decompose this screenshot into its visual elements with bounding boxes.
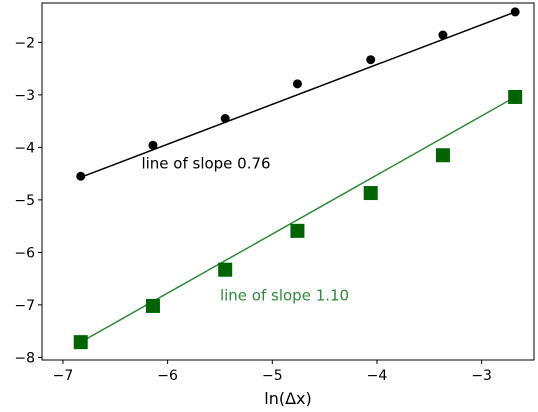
- x-axis-label: ln(Δx): [264, 389, 311, 408]
- fit-line: [80, 11, 516, 179]
- data-point: [290, 223, 305, 238]
- data-point: [435, 148, 450, 163]
- data-point: [292, 79, 302, 89]
- slope-annotation: line of slope 0.76: [141, 154, 270, 172]
- data-point: [76, 171, 86, 181]
- data-point: [218, 262, 233, 277]
- series-1: [76, 7, 520, 181]
- data-point: [363, 186, 378, 201]
- x-tick-label: −5: [262, 368, 283, 384]
- data-point: [145, 298, 160, 313]
- data-point: [366, 55, 376, 65]
- x-tick-label: −4: [367, 368, 388, 384]
- y-tick-label: −2: [14, 35, 35, 51]
- x-tick-label: −6: [157, 368, 178, 384]
- x-tick-label: −3: [471, 368, 492, 384]
- series-2: [73, 89, 523, 350]
- data-point: [220, 114, 230, 123]
- data-point: [510, 7, 520, 17]
- plot-frame: [41, 2, 535, 361]
- y-tick-label: −5: [14, 193, 35, 209]
- y-tick-label: −7: [14, 298, 35, 314]
- data-point: [148, 140, 158, 150]
- fit-line: [80, 96, 516, 343]
- y-tick-label: −4: [14, 140, 35, 156]
- data-point: [508, 89, 523, 104]
- y-tick-label: −3: [14, 88, 35, 104]
- x-axis-ticks: −7 −6 −5 −4 −3: [53, 360, 492, 384]
- data-point: [73, 335, 88, 350]
- x-tick-label: −7: [53, 368, 74, 384]
- data-point: [438, 30, 448, 40]
- y-tick-label: −6: [14, 245, 35, 261]
- y-axis-ticks: −8 −7 −6 −5 −4 −3 −2: [14, 35, 42, 366]
- slope-annotation: line of slope 1.10: [220, 287, 349, 305]
- plot-area: line of slope 0.76 line of slope 1.10: [73, 7, 523, 350]
- y-tick-label: −8: [14, 350, 35, 366]
